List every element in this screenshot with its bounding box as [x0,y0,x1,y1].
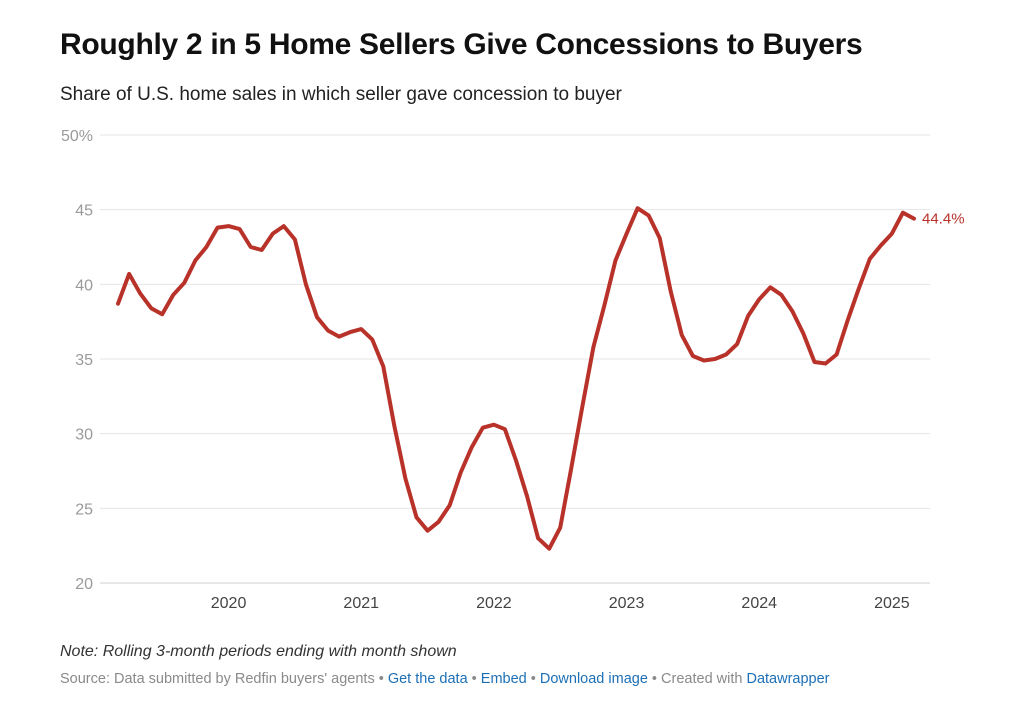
gridlines [100,134,930,584]
chart-note: Note: Rolling 3-month periods ending wit… [60,643,457,660]
source-text: Source: Data submitted by Redfin buyers'… [60,671,375,687]
y-tick-label: 25 [75,501,93,518]
x-axis-ticks: 2020 2021 2022 2023 2024 2025 [211,595,910,612]
separator: • [374,671,388,687]
series-line [116,206,916,551]
x-tick-label: 2022 [476,595,512,612]
line-chart: 50% 45 40 35 30 25 20 2020 2021 2022 2023 2024 2025… [61,128,965,612]
get-data-link[interactable]: Get the data [387,671,468,687]
embed-link[interactable]: Embed [480,671,527,687]
footer: Source: Data submitted by Redfin buyers'… [60,671,830,687]
x-tick-label: 2025 [874,595,910,612]
created-with-text: Created with [661,671,743,687]
x-tick-label: 2020 [211,595,247,612]
x-tick-label: 2024 [741,595,777,612]
x-tick-label: 2021 [343,595,379,612]
y-tick-label: 50% [61,128,93,145]
separator: • [647,671,662,687]
y-tick-label: 35 [75,352,93,369]
end-value-label: 44.4% [922,211,965,228]
separator: • [467,671,481,687]
chart-title: Roughly 2 in 5 Home Sellers Give Concess… [60,28,863,61]
y-axis-ticks: 50% 45 40 35 30 25 20 [61,128,93,593]
y-tick-label: 45 [75,203,93,220]
y-tick-label: 20 [75,576,93,593]
download-image-link[interactable]: Download image [539,671,648,687]
x-tick-label: 2023 [609,595,645,612]
chart-subtitle: Share of U.S. home sales in which seller… [60,84,622,105]
separator: • [526,671,540,687]
y-tick-label: 30 [75,427,93,444]
datawrapper-link[interactable]: Datawrapper [746,671,830,687]
y-tick-label: 40 [75,277,93,294]
